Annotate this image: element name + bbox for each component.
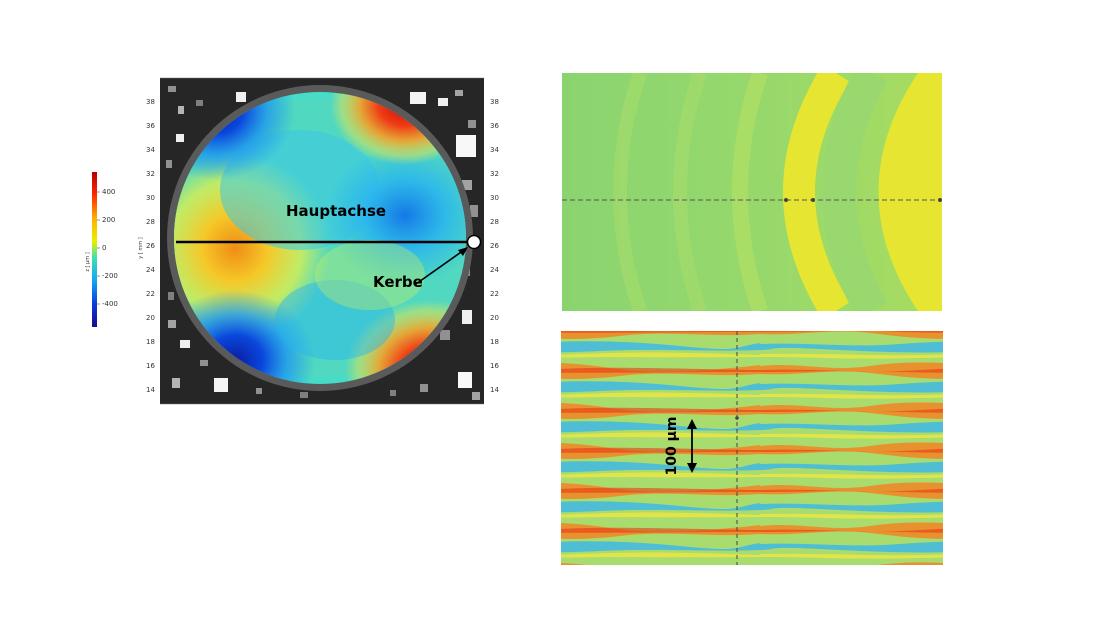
y-tick-label: 20 [490, 314, 499, 322]
wafer-map-left-y-axis: 38 36 34 32 30 28 26 24 22 20 18 16 14 y… [138, 98, 155, 394]
y-tick-label: 28 [490, 218, 499, 226]
faint-arc [732, 73, 768, 311]
faint-arc [613, 73, 647, 311]
y-axis-label: y [ mm ] [138, 237, 144, 258]
detail-bottom-texture [561, 331, 943, 565]
wafer-map-right-y-axis: 38 36 34 32 30 28 26 24 22 20 18 16 14 [490, 98, 499, 394]
y-tick-label: 36 [490, 122, 499, 130]
y-tick-label: 30 [146, 194, 155, 202]
y-tick-label: 38 [490, 98, 499, 106]
y-tick-label: 34 [490, 146, 499, 154]
y-tick-label: 24 [490, 266, 499, 274]
y-tick-label: 16 [146, 362, 155, 370]
notch-arrow [415, 249, 465, 285]
y-tick-label: 38 [146, 98, 155, 106]
colorbar-tick-label: 200 [102, 216, 115, 224]
colorbar-tick-label: -200 [102, 272, 118, 280]
scale-arrow-head-bottom [687, 463, 697, 473]
y-tick-label: 22 [490, 290, 499, 298]
y-tick-label: 36 [146, 122, 155, 130]
colorbar-tick-label: 400 [102, 188, 115, 196]
y-tick-label: 18 [146, 338, 155, 346]
y-tick-label: 14 [490, 386, 499, 394]
notch-arrow-head [458, 247, 468, 256]
y-tick-label: 26 [490, 242, 499, 250]
y-tick-label: 32 [490, 170, 499, 178]
y-tick-label: 16 [490, 362, 499, 370]
y-tick-label: 26 [146, 242, 155, 250]
main-axis-label: Hauptachse [286, 202, 386, 220]
colorbar: 400 200 0 -200 -400 z [ µm ] [85, 172, 118, 327]
y-tick-label: 14 [146, 386, 155, 394]
y-tick-label: 22 [146, 290, 155, 298]
y-tick-label: 30 [490, 194, 499, 202]
scale-label: 100 µm [664, 417, 680, 476]
notch-label: Kerbe [373, 273, 423, 291]
y-tick-label: 32 [146, 170, 155, 178]
y-tick-label: 34 [146, 146, 155, 154]
wafer-map: Hauptachse Kerbe 38 36 34 32 30 28 26 24… [138, 77, 499, 405]
yellow-arc [783, 73, 850, 311]
y-tick-label: 28 [146, 218, 155, 226]
colorbar-label: z [ µm ] [85, 252, 91, 271]
y-tick-label: 20 [146, 314, 155, 322]
y-tick-label: 18 [490, 338, 499, 346]
section-marker [735, 416, 739, 420]
scale-arrow-head-top [687, 419, 697, 429]
colorbar-tick-label: 0 [102, 244, 106, 252]
section-marker [938, 198, 942, 202]
colorbar-tick-label: -400 [102, 300, 118, 308]
colorbar-gradient [92, 172, 97, 327]
notch-marker [466, 234, 482, 250]
green-arc [822, 73, 887, 311]
colorbar-ticks [97, 191, 100, 305]
detail-top-panel [562, 73, 942, 311]
y-tick-label: 24 [146, 266, 155, 274]
detail-bottom-panel: 100 µm [561, 331, 943, 565]
section-marker [784, 198, 788, 202]
particles [166, 86, 480, 400]
section-marker [811, 198, 815, 202]
wafer-map-frame-ticks [160, 77, 484, 405]
faint-arc [673, 73, 707, 311]
